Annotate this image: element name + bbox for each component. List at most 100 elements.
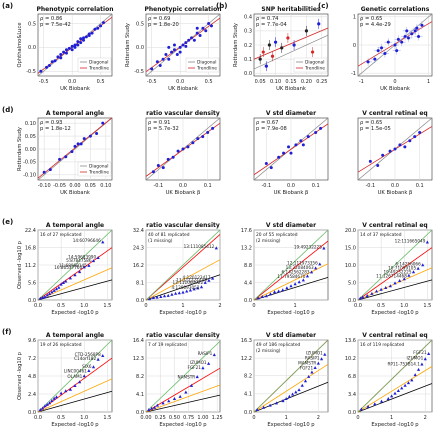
point-annotation: MAMSTR (298, 360, 316, 365)
data-point (289, 151, 293, 155)
point-annotation: SIX6 (82, 364, 92, 369)
data-point (96, 357, 100, 361)
qq-reference-line (357, 229, 433, 301)
point-annotation: 10:71099105 (388, 266, 416, 271)
data-point (277, 155, 281, 159)
data-point (76, 43, 80, 47)
data-point (52, 396, 56, 400)
data-point (416, 367, 421, 371)
y-tick-label: 8.2 (136, 374, 144, 380)
data-point (59, 56, 63, 60)
y-tick-label: 0.0 (348, 410, 356, 416)
data-point (76, 142, 80, 146)
data-point (393, 281, 397, 285)
data-point (43, 295, 47, 299)
data-point (67, 46, 71, 50)
data-point (323, 352, 327, 356)
panel-f2: 0.00 0.25 0.50 0.75 1.00 1.25 0.0 4.1 8.2 12.3 16.… (133, 332, 223, 428)
data-point (306, 135, 310, 139)
x-tick-label: 0.0 (391, 183, 399, 189)
data-point (289, 284, 293, 288)
data-point (178, 50, 182, 54)
data-point (47, 291, 52, 295)
point-annotation: IZUMO1 (306, 351, 323, 356)
stat-label: (2 missing) (256, 238, 281, 244)
panel-title: V central retinal eq (362, 110, 427, 117)
point-annotation: NAMSTR (177, 374, 195, 379)
x-tick-label: 0 (252, 303, 255, 309)
x-tick-label: 1.25 (212, 415, 223, 421)
x-tick-label: 2 (317, 415, 320, 421)
data-point (101, 21, 105, 25)
point-annotation: FGF21 (188, 365, 202, 370)
data-point (150, 67, 154, 71)
qq-reference-line (253, 229, 329, 301)
data-point (48, 168, 52, 172)
data-point (406, 381, 411, 385)
data-point (64, 389, 68, 393)
data-point (170, 50, 174, 54)
data-point (176, 149, 180, 153)
x-tick-label: 0.50 (169, 415, 180, 421)
data-point (398, 143, 402, 147)
data-point (192, 287, 196, 291)
panel-e: 0.0 0.5 1.0 1.5 0.0 5.6 11.2 16.8 22.4 14:6079664… (17, 222, 113, 316)
y-tick-label: 0.2 (244, 43, 252, 49)
qq-reference-line (37, 279, 113, 301)
data-point (268, 292, 273, 296)
data-point (73, 45, 77, 49)
data-point (209, 24, 213, 28)
data-point (155, 403, 159, 407)
data-point (59, 53, 63, 57)
y-axis-label: Observed -log10 p (17, 240, 23, 289)
y-tick-label: 16.3 (241, 338, 252, 344)
data-point (101, 240, 105, 244)
data-point (284, 396, 288, 400)
data-point (361, 295, 365, 299)
point-annotation: 13:111085412 (184, 244, 215, 249)
data-point (427, 351, 431, 355)
panel-f: 0.0 0.5 1.0 1.5 0.0 2.4 4.8 7.2 9.6 CTD-2568P8C14… (17, 332, 113, 428)
data-point (294, 390, 298, 394)
point-annotation: 17:79584670 (277, 274, 305, 279)
x-tick-label: 1.5 (103, 303, 111, 309)
data-point (374, 289, 379, 293)
data-point (189, 383, 194, 387)
qq-reference-line (145, 384, 221, 413)
x-tick-label: 0.05 (85, 183, 96, 189)
x-tick-label: 1.0 (80, 415, 88, 421)
data-point (317, 22, 321, 26)
data-point (379, 287, 383, 291)
data-point (403, 35, 407, 39)
data-point (206, 130, 210, 134)
stat-label: ρ = 0.74 (256, 16, 279, 22)
data-point (161, 166, 165, 170)
data-point (322, 246, 326, 250)
x-tick-label: 0.5 (377, 303, 385, 309)
x-tick-label: 1.0 (80, 303, 88, 309)
y-tick-label: 7.2 (28, 356, 36, 362)
data-point (161, 401, 165, 405)
data-point (264, 161, 268, 165)
panel-title: ratio vascular density (146, 110, 220, 117)
legend-box (185, 57, 220, 73)
stat-label: p = 7.5e-42 (40, 22, 71, 28)
data-point (147, 408, 151, 412)
panel-letter: (d) (2, 106, 13, 114)
data-point (203, 280, 207, 284)
data-point (50, 398, 54, 402)
x-tick-label: -0.1 (365, 183, 375, 189)
data-point (370, 291, 374, 295)
y-tick-label: 5.6 (28, 280, 36, 286)
stat-label: p = 1.8e-12 (40, 126, 71, 132)
panel-title: Phenotypic correlation (145, 6, 222, 13)
data-point (54, 287, 59, 291)
point-annotation: 12:111665049 (395, 238, 426, 243)
data-point (87, 33, 91, 37)
data-point (45, 65, 49, 69)
data-point (301, 278, 305, 282)
point-annotation: FGF21 (413, 350, 427, 355)
data-point (64, 155, 68, 159)
data-point (47, 64, 51, 68)
x-tick-label: -0.5 (39, 79, 49, 85)
